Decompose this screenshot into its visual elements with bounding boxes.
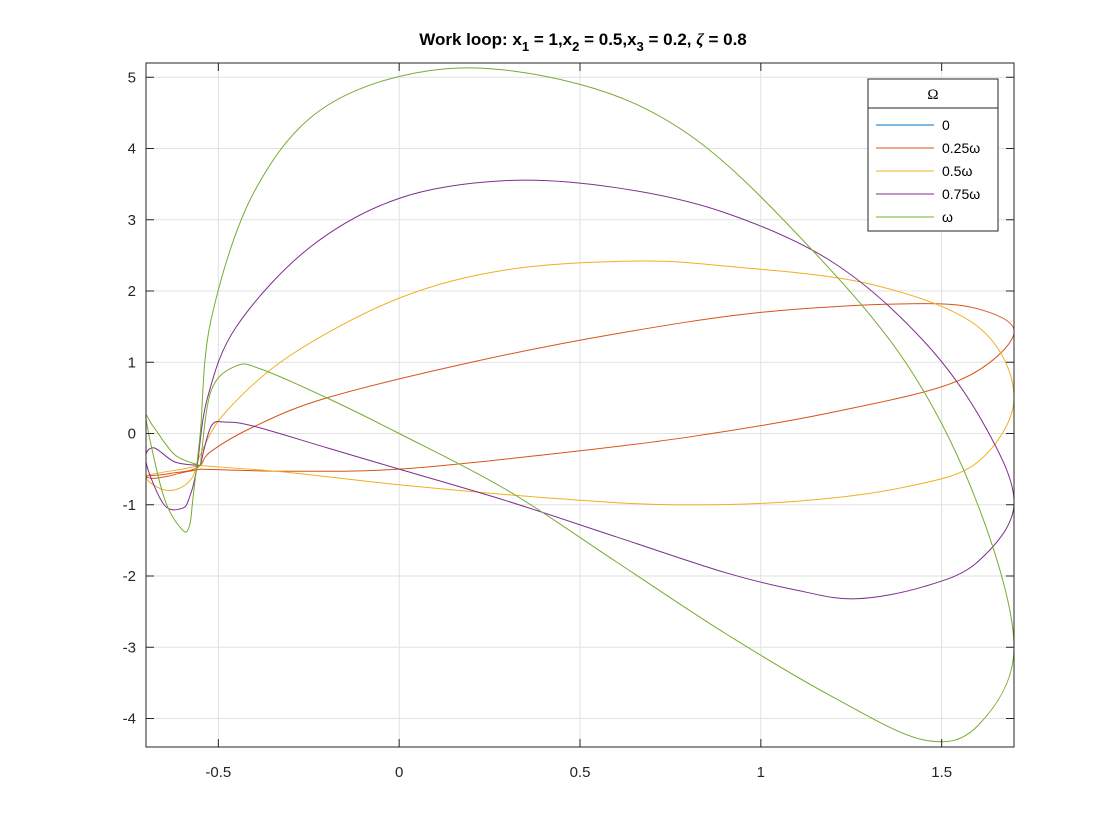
series-line-3	[146, 179, 1014, 600]
chart-title: Work loop: x1 = 1,x2 = 0.5,x3 = 0.2, ζ =…	[419, 30, 747, 54]
y-tick-label: -3	[123, 639, 136, 656]
y-tick-label: -4	[123, 711, 136, 728]
y-tick-label: -2	[123, 568, 136, 585]
legend: Ω 0 0.25ω 0.5ω 0.75ω ω	[867, 78, 999, 232]
legend-entries: 0 0.25ω 0.5ω 0.75ω ω	[876, 117, 980, 225]
y-tick-label: 0	[128, 426, 136, 443]
x-tick-label: 1	[757, 764, 765, 781]
axis-ticks: -0.5 0 0.5 1 1.5 -4 -3 -2 -1 0 1 2 3 4 5	[123, 63, 1014, 781]
y-tick-label: 2	[128, 283, 136, 300]
y-tick-label: 3	[128, 212, 136, 229]
x-tick-label: -0.5	[205, 764, 231, 781]
series-line-2	[146, 260, 1014, 506]
y-tick-label: 5	[128, 69, 136, 86]
legend-label-2: 0.5ω	[942, 163, 972, 179]
y-tick-label: 1	[128, 354, 136, 371]
plot-series	[146, 67, 1014, 743]
y-tick-label: 4	[128, 141, 136, 158]
legend-label-1: 0.25ω	[942, 140, 980, 156]
y-tick-label: -1	[123, 497, 136, 514]
series-clip-group	[146, 67, 1014, 743]
x-tick-label: 0	[395, 764, 403, 781]
legend-label-3: 0.75ω	[942, 186, 980, 202]
legend-box	[867, 78, 999, 232]
grid-lines	[146, 63, 1014, 747]
legend-label-0: 0	[942, 117, 950, 133]
x-tick-label: 0.5	[570, 764, 591, 781]
legend-label-4: ω	[942, 209, 953, 225]
x-tick-label: 1.5	[931, 764, 952, 781]
series-line-4	[146, 67, 1014, 743]
legend-title: Ω	[927, 87, 938, 103]
